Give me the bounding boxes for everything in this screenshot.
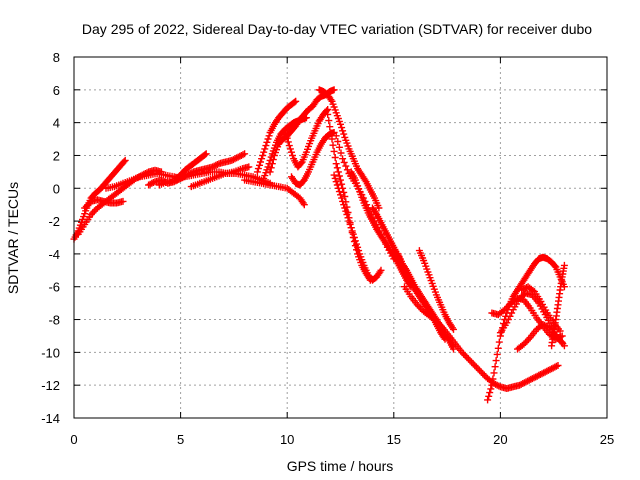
y-tick-label: 4: [53, 116, 60, 131]
x-tick-label: 25: [600, 432, 614, 447]
series-arc-ab: [518, 283, 564, 335]
data-point-markers: [315, 86, 383, 212]
data-point-markers: [330, 171, 385, 284]
series-arc-w: [415, 247, 457, 333]
data-points: [70, 86, 568, 404]
data-point-markers: [241, 176, 308, 209]
series-arc-h: [187, 163, 253, 191]
data-point-markers: [324, 110, 374, 284]
series-arc-o: [315, 86, 383, 212]
data-point-markers: [187, 163, 253, 191]
series-arc-u: [394, 250, 449, 343]
series-arc-aa: [514, 321, 566, 353]
data-point-markers: [281, 106, 332, 171]
data-point-markers: [81, 196, 127, 212]
series-arc-m: [281, 106, 332, 171]
x-axis-label: GPS time / hours: [287, 458, 394, 474]
series-arc-g: [172, 150, 210, 182]
y-tick-label: -4: [48, 247, 60, 262]
y-tick-label: -2: [48, 214, 60, 229]
y-tick-label: -10: [41, 345, 60, 360]
ticks: 0 5 10 15 20 25 -14 -12 -10 -8 -6 -4 -2 0 2 4 6 8: [41, 50, 614, 447]
y-axis-label: SDTVAR / TECUs: [5, 182, 21, 294]
series-arc-d: [102, 170, 185, 192]
x-tick-label: 10: [280, 432, 294, 447]
y-tick-label: -6: [48, 280, 60, 295]
series-arc-i: [241, 176, 308, 209]
y-tick-label: -8: [48, 313, 60, 328]
x-tick-label: 15: [387, 432, 401, 447]
data-point-markers: [401, 283, 562, 392]
grid: [74, 57, 607, 418]
series-arc-n: [288, 129, 338, 189]
x-tick-label: 5: [177, 432, 184, 447]
data-point-markers: [102, 170, 185, 192]
chart-title: Day 295 of 2022, Sidereal Day-to-day VTE…: [82, 21, 592, 37]
y-tick-label: 8: [53, 50, 60, 65]
data-point-markers: [172, 150, 210, 182]
data-point-markers: [548, 261, 568, 350]
x-tick-label: 0: [70, 432, 77, 447]
y-tick-label: 6: [53, 83, 60, 98]
data-point-markers: [415, 247, 457, 333]
data-point-markers: [394, 250, 449, 343]
series-arc-v: [401, 283, 562, 392]
series-arc-p: [324, 110, 374, 284]
series-arc-r: [330, 171, 385, 284]
y-tick-label: 0: [53, 181, 60, 196]
plot-frame: [73, 56, 608, 419]
y-tick-label: -14: [41, 411, 60, 426]
series-arc-j: [253, 97, 300, 176]
data-point-markers: [253, 97, 300, 176]
data-point-markers: [514, 321, 566, 353]
x-tick-label: 20: [493, 432, 507, 447]
data-point-markers: [484, 253, 568, 404]
data-point-markers: [288, 129, 338, 189]
series-arc-ac: [548, 261, 568, 350]
y-tick-label: 2: [53, 148, 60, 163]
y-tick-label: -12: [41, 378, 60, 393]
series-arc-x: [484, 253, 568, 404]
data-point-markers: [518, 283, 564, 335]
series-arc-c: [81, 196, 127, 212]
